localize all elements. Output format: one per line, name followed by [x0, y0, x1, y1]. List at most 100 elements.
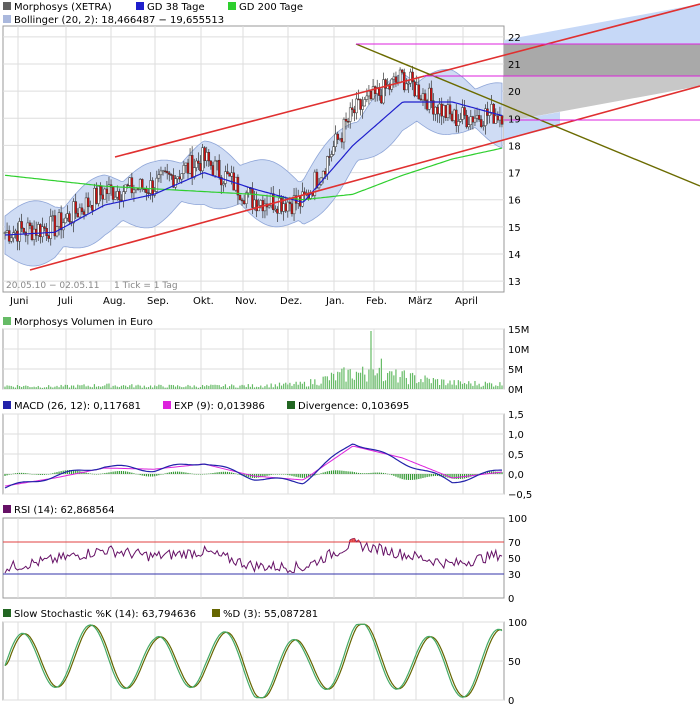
- candle-body: [365, 95, 369, 100]
- divergence-bar: [27, 473, 29, 474]
- projection-region: [504, 4, 700, 140]
- divergence-bar: [204, 473, 206, 475]
- rsi-y-axis: 0 30 50 70 100: [508, 514, 527, 605]
- volume-bar: [474, 380, 476, 389]
- candle-body: [479, 119, 483, 127]
- candle-body: [448, 104, 452, 115]
- candle-body: [436, 106, 439, 115]
- divergence-bar: [364, 473, 366, 474]
- divergence-bar: [152, 474, 154, 477]
- divergence-bar: [110, 472, 112, 474]
- candle-body: [205, 152, 208, 161]
- candle-body: [253, 199, 256, 208]
- divergence-bar: [45, 474, 48, 475]
- legend-swatch-bollinger: [3, 15, 11, 23]
- rsi-plot-area: [2, 517, 505, 599]
- price-legend: Morphosys (XETRA) GD 38 Tage GD 200 Tage…: [3, 2, 303, 26]
- stoch-y-axis: 0 50 100: [508, 618, 527, 707]
- divergence-bar: [368, 473, 370, 474]
- candle-body: [282, 203, 285, 212]
- divergence-bar: [378, 472, 380, 474]
- volume-bar: [484, 381, 486, 389]
- divergence-bar: [416, 474, 418, 480]
- candle-body: [199, 163, 202, 172]
- divergence-bar: [154, 474, 156, 477]
- divergence-bar: [491, 471, 493, 474]
- y-tick-label: 0: [508, 696, 514, 707]
- month-label: Nov.: [235, 296, 257, 307]
- volume-bar: [399, 377, 401, 389]
- legend-swatch-stoch-d: [212, 609, 220, 617]
- volume-bar: [104, 385, 106, 389]
- y-tick-label: 5M: [508, 365, 523, 376]
- divergence-bar: [174, 471, 177, 474]
- divergence-bar: [16, 473, 19, 474]
- volume-bar: [482, 385, 484, 389]
- volume-bar: [359, 372, 362, 389]
- divergence-bar: [131, 472, 133, 474]
- volume-bar: [262, 387, 264, 389]
- month-label: Aug.: [103, 296, 126, 307]
- candle-body: [176, 176, 179, 180]
- volume-bar: [168, 384, 170, 389]
- candle-body: [18, 221, 21, 242]
- divergence-bar: [228, 472, 231, 474]
- bollinger-fill: [4, 68, 503, 267]
- legend-label-gd38: GD 38 Tage: [147, 2, 205, 13]
- divergence-bar: [376, 472, 378, 474]
- volume-bar: [191, 387, 193, 389]
- candle-body: [116, 191, 119, 198]
- y-tick-label: 0,0: [508, 470, 524, 481]
- candle-body: [99, 186, 102, 196]
- y-tick-label: 15M: [508, 325, 529, 336]
- divergence-bar: [129, 472, 131, 474]
- volume-bar: [468, 381, 470, 389]
- volume-bar: [108, 383, 110, 389]
- candle-body: [222, 183, 225, 186]
- volume-bar: [228, 386, 231, 389]
- candle-body: [211, 165, 215, 176]
- volume-bar: [23, 385, 25, 389]
- volume-bar: [353, 379, 355, 389]
- candle-body: [16, 230, 19, 242]
- divergence-bar: [172, 471, 175, 474]
- divergence-bar: [276, 474, 279, 475]
- macd-panel: MACD (26, 12): 0,117681 EXP (9): 0,01398…: [2, 401, 532, 501]
- volume-bar: [66, 384, 68, 389]
- divergence-bar: [62, 470, 64, 474]
- month-label: April: [455, 296, 478, 307]
- candle-body: [455, 109, 458, 126]
- divergence-bar: [382, 472, 385, 474]
- y-tick-label: 21: [508, 60, 521, 71]
- divergence-bar: [457, 474, 459, 480]
- candle-body: [411, 71, 414, 83]
- candle-body: [442, 105, 446, 117]
- volume-bar: [239, 385, 241, 389]
- y-tick-label: 19: [508, 114, 521, 125]
- y-tick-label: 0: [508, 594, 514, 605]
- candle-body: [95, 187, 98, 204]
- volume-bar: [332, 373, 335, 389]
- candle-body: [140, 179, 144, 189]
- candle-body: [124, 184, 127, 192]
- divergence-bar: [166, 472, 168, 474]
- volume-bar: [291, 385, 293, 389]
- divergence-bar: [459, 474, 462, 479]
- volume-bar: [347, 369, 349, 389]
- candle-body: [467, 124, 470, 128]
- volume-bar: [68, 387, 71, 389]
- divergence-bar: [108, 472, 110, 474]
- candle-body: [286, 201, 290, 212]
- volume-bar: [366, 381, 368, 389]
- divergence-bar: [422, 474, 424, 479]
- y-tick-label: 0,5: [508, 450, 524, 461]
- volume-bar: [37, 385, 39, 389]
- volume-plot-area: [2, 328, 505, 390]
- divergence-bar: [443, 474, 445, 477]
- divergence-bar: [420, 474, 422, 479]
- divergence-bar: [201, 474, 204, 475]
- candle-body: [473, 117, 477, 123]
- date-range-label: 20.05.10 − 02.05.11: [6, 281, 99, 291]
- divergence-bar: [14, 473, 16, 474]
